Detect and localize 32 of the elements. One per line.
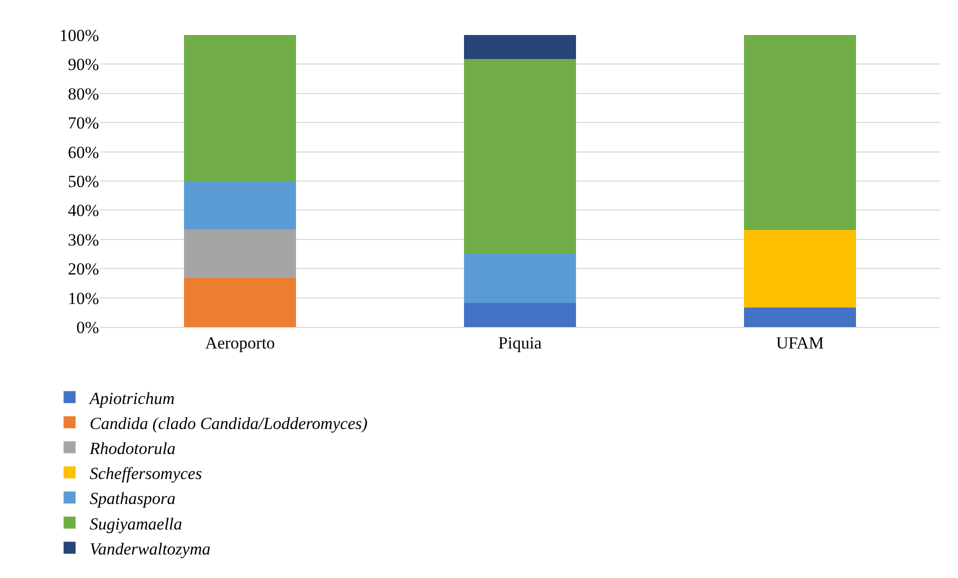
- y-tick-label: 70%: [68, 114, 99, 133]
- bar: [464, 59, 576, 254]
- legend-label: Rhodotorula: [88, 438, 176, 458]
- y-tick-label: 100%: [59, 26, 99, 45]
- bar: [184, 229, 296, 278]
- x-tick-label: Piquia: [498, 333, 542, 352]
- bar: [464, 302, 576, 327]
- bar: [184, 35, 296, 181]
- y-tick-label: 80%: [68, 84, 99, 104]
- x-tick-label: Aeroporto: [205, 333, 275, 352]
- bar: [184, 278, 296, 327]
- y-tick-label: 50%: [68, 172, 99, 191]
- x-tick-label: UFAM: [776, 333, 824, 352]
- bar: [744, 307, 856, 327]
- bar: [184, 181, 296, 230]
- y-tick-label: 90%: [68, 55, 99, 74]
- y-tick-label: 60%: [68, 142, 99, 162]
- bar: [464, 254, 576, 303]
- legend-label: Vanderwaltozyma: [90, 539, 210, 558]
- legend-label: Sugiyamaella: [90, 514, 182, 534]
- bar: [464, 35, 576, 60]
- y-tick-label: 40%: [68, 201, 99, 220]
- legend-label: Candida (clado Candida/Lodderomyces): [90, 414, 368, 433]
- legend-label: Spathaspora: [90, 489, 176, 508]
- legend-label: Apiotrichum: [88, 388, 175, 408]
- bar: [744, 35, 856, 230]
- y-tick-label: 30%: [68, 230, 99, 250]
- legend-label: Scheffersomyces: [90, 464, 202, 484]
- y-tick-label: 10%: [68, 288, 99, 308]
- bar: [744, 230, 856, 308]
- y-tick-label: 20%: [68, 260, 99, 279]
- y-tick-label: 0%: [76, 318, 99, 337]
